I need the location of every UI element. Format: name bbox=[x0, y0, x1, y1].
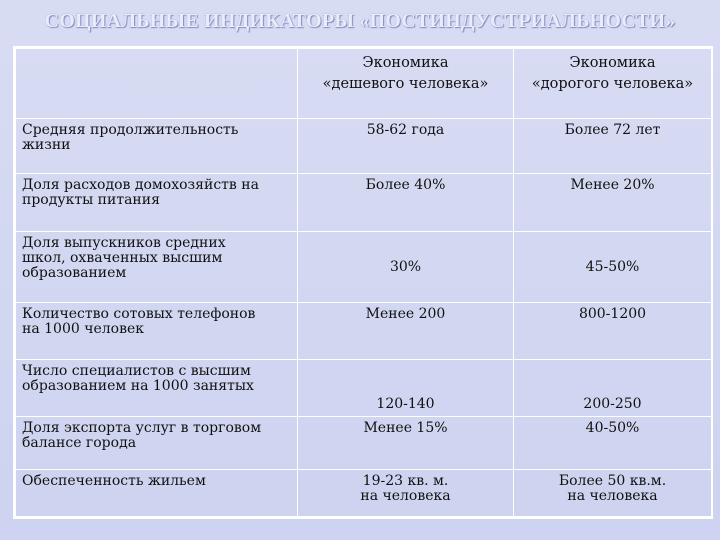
row-label-line: образованием bbox=[22, 265, 127, 281]
cell-value: Менее 200 bbox=[365, 306, 446, 322]
row-label-line: школ, охваченных высшим bbox=[22, 250, 223, 266]
row-label-mobile-phones: Количество сотовых телефонов на 1000 чел… bbox=[15, 302, 298, 360]
table-row: Доля выпускников средних школ, охваченны… bbox=[15, 231, 712, 303]
row-value-cheap: Менее 15% bbox=[297, 416, 514, 470]
row-label-specialists: Число специалистов с высшим образованием… bbox=[15, 359, 298, 417]
slide-title: СОЦИАЛЬНЫЕ ИНДИКАТОРЫ «ПОСТИНДУСТРИАЛЬНО… bbox=[44, 10, 676, 32]
row-value-cheap: Менее 200 bbox=[297, 302, 514, 360]
row-label-housing: Обеспеченность жильем bbox=[15, 469, 298, 517]
row-label-line: образованием на 1000 занятых bbox=[22, 378, 254, 394]
row-label-line: Число специалистов с высшим bbox=[22, 363, 251, 379]
cell-value: 58-62 года bbox=[366, 122, 445, 138]
table-row: Обеспеченность жильем 19-23 кв. м. на че… bbox=[15, 469, 712, 517]
row-label-line: балансе города bbox=[22, 435, 137, 451]
header-expensive-economy: Экономика «дорогого человека» bbox=[513, 48, 712, 119]
row-value-expensive: 800-1200 bbox=[513, 302, 712, 360]
row-label-line: Доля расходов домохозяйств на bbox=[22, 177, 259, 193]
table-row: Доля экспорта услуг в торговом балансе г… bbox=[15, 416, 712, 470]
cell-value: Более 40% bbox=[365, 177, 446, 193]
row-label-line: на 1000 человек bbox=[22, 321, 144, 337]
header-expensive-line-1: Экономика bbox=[569, 55, 656, 71]
cell-value: Менее 15% bbox=[363, 420, 448, 436]
row-label-food-share: Доля расходов домохозяйств на продукты п… bbox=[15, 173, 298, 232]
row-value-expensive: 200-250 bbox=[513, 359, 712, 417]
row-label-line: Доля выпускников средних bbox=[22, 235, 226, 251]
row-label-life-expectancy: Средняя продолжительность жизни bbox=[15, 118, 298, 174]
cell-value: 200-250 bbox=[583, 396, 642, 412]
row-value-cheap: 58-62 года bbox=[297, 118, 514, 174]
header-empty-cell bbox=[15, 48, 298, 119]
table-row: Доля расходов домохозяйств на продукты п… bbox=[15, 173, 712, 232]
table-row: Количество сотовых телефонов на 1000 чел… bbox=[15, 302, 712, 360]
cell-value: 30% bbox=[389, 258, 422, 275]
cell-value: 45-50% bbox=[585, 258, 640, 275]
row-value-cheap: Более 40% bbox=[297, 173, 514, 232]
row-value-expensive: 45-50% bbox=[513, 231, 712, 303]
row-label-line: Количество сотовых телефонов bbox=[22, 306, 256, 322]
header-cheap-economy: Экономика «дешевого человека» bbox=[297, 48, 514, 119]
indicators-table: Экономика «дешевого человека» Экономика … bbox=[13, 46, 713, 519]
cell-value: 40-50% bbox=[585, 420, 640, 436]
row-label-line: Доля экспорта услуг в торговом bbox=[22, 420, 262, 436]
row-value-cheap: 120-140 bbox=[297, 359, 514, 417]
row-label-graduates-share: Доля выпускников средних школ, охваченны… bbox=[15, 231, 298, 303]
row-label-line: Средняя продолжительность bbox=[22, 122, 239, 138]
row-value-expensive: Менее 20% bbox=[513, 173, 712, 232]
cell-value: 19-23 кв. м. bbox=[362, 473, 449, 489]
table-header-row: Экономика «дешевого человека» Экономика … bbox=[15, 48, 712, 119]
header-cheap-line-2: «дешевого человека» bbox=[322, 76, 489, 92]
row-label-line: Обеспеченность жильем bbox=[22, 473, 206, 489]
row-value-expensive: Более 72 лет bbox=[513, 118, 712, 174]
row-label-line: продукты питания bbox=[22, 192, 160, 208]
cell-value: Более 50 кв.м. bbox=[558, 473, 667, 489]
row-value-expensive: 40-50% bbox=[513, 416, 712, 470]
header-cheap-line-1: Экономика bbox=[362, 55, 449, 71]
cell-value: на человека bbox=[360, 488, 451, 504]
row-label-services-export: Доля экспорта услуг в торговом балансе г… bbox=[15, 416, 298, 470]
table-row: Средняя продолжительность жизни 58-62 го… bbox=[15, 118, 712, 174]
cell-value: 120-140 bbox=[376, 396, 435, 412]
row-value-cheap: 30% bbox=[297, 231, 514, 303]
cell-value: Менее 20% bbox=[570, 177, 655, 193]
cell-value: 800-1200 bbox=[578, 306, 647, 322]
header-expensive-line-2: «дорогого человека» bbox=[531, 76, 694, 92]
row-label-line: жизни bbox=[22, 137, 71, 153]
cell-value: Более 72 лет bbox=[564, 122, 661, 138]
row-value-cheap: 19-23 кв. м. на человека bbox=[297, 469, 514, 517]
table-row: Число специалистов с высшим образованием… bbox=[15, 359, 712, 417]
cell-value: на человека bbox=[567, 488, 658, 504]
row-value-expensive: Более 50 кв.м. на человека bbox=[513, 469, 712, 517]
